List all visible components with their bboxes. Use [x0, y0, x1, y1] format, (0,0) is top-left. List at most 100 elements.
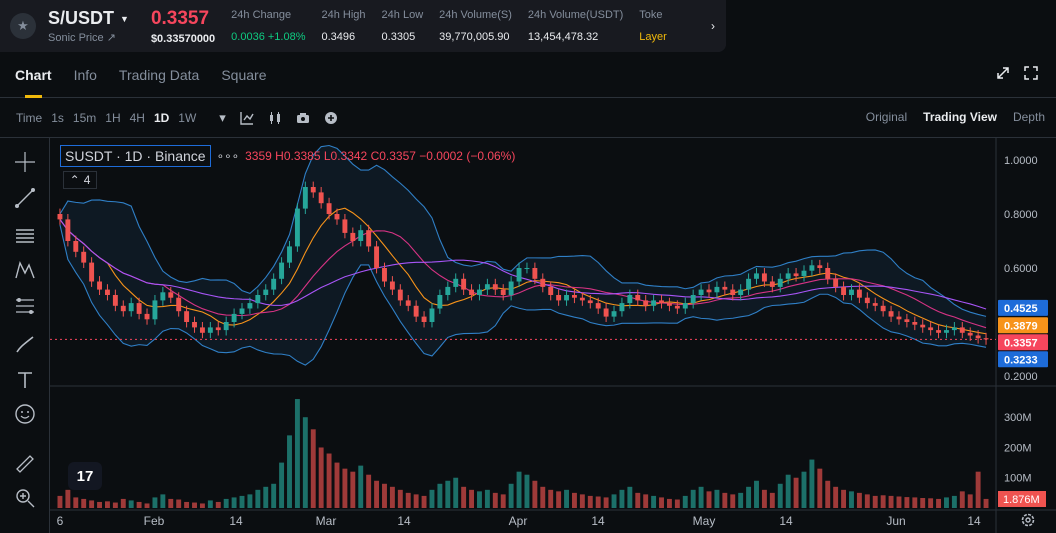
candle — [801, 265, 807, 282]
interval-15m[interactable]: 15m — [72, 110, 97, 125]
candle — [342, 214, 348, 239]
crosshair-icon[interactable] — [12, 150, 38, 174]
interval-dropdown-icon[interactable]: ▾ — [219, 109, 226, 125]
volume-bar — [666, 498, 672, 508]
gear-icon[interactable] — [1020, 512, 1036, 528]
candle — [579, 292, 585, 306]
candle — [674, 300, 680, 314]
chevron-right-icon[interactable]: › — [700, 0, 726, 52]
chart-toolbar: Time 1s 15m 1H 4H 1D 1W ▾ Original Tradi… — [0, 98, 1056, 138]
legend-more-icon[interactable]: ∘∘∘ — [216, 149, 240, 163]
interval-1w[interactable]: 1W — [178, 110, 197, 125]
candle — [112, 289, 118, 312]
candle — [302, 181, 308, 214]
candle — [769, 276, 775, 293]
chart-canvas[interactable]: 1.0000 0.8000 0.6000 0.2000 0.4525 0.3879 0.33… — [50, 138, 1056, 533]
fullscreen-icon[interactable] — [1024, 66, 1038, 80]
candle — [730, 284, 736, 301]
candle — [294, 203, 300, 252]
candle — [199, 322, 205, 339]
stat-value: 0.0036 +1.08% — [231, 31, 306, 43]
candle — [983, 332, 989, 345]
candle — [627, 289, 633, 309]
ma-short-line — [59, 207, 987, 335]
candle — [587, 295, 593, 309]
indicators-icon[interactable] — [240, 111, 254, 125]
view-original[interactable]: Original — [865, 110, 908, 124]
volume-bar — [334, 462, 340, 508]
trendline-icon[interactable] — [12, 186, 38, 210]
candle — [659, 295, 664, 309]
favorite-star-icon[interactable]: ★ — [10, 13, 36, 39]
volume-bar — [374, 480, 380, 508]
candle — [825, 262, 831, 285]
volume-bar — [239, 495, 245, 508]
candle — [754, 268, 759, 285]
price-chart[interactable]: 1.0000 0.8000 0.6000 0.2000 0.4525 0.3879 0.33… — [50, 138, 1056, 533]
tab-square[interactable]: Square — [221, 66, 267, 83]
time-tick-label: Mar — [316, 514, 337, 528]
candle-type-icon[interactable] — [268, 111, 282, 125]
horizontal-lines-icon[interactable] — [12, 224, 38, 248]
candle — [89, 257, 95, 287]
interval-1d[interactable]: 1D — [153, 110, 170, 125]
volume-bar — [611, 494, 617, 508]
text-icon[interactable] — [12, 368, 38, 392]
volume-bar — [944, 497, 949, 508]
indicator-toggle[interactable]: ⌃ 4 — [63, 171, 97, 189]
candle — [500, 284, 506, 301]
stat-label: 24h High — [321, 9, 366, 21]
tab-chart[interactable]: Chart — [15, 52, 52, 98]
volume-bar — [223, 498, 229, 508]
candle — [793, 268, 799, 282]
candle — [849, 284, 854, 301]
volume-bar — [207, 500, 213, 508]
candle — [136, 297, 142, 320]
candle — [429, 303, 435, 328]
volume-bar — [967, 494, 973, 508]
zoom-in-icon[interactable] — [12, 486, 38, 510]
expand-icon[interactable] — [996, 66, 1010, 80]
view-depth[interactable]: Depth — [1012, 110, 1045, 124]
candle — [192, 316, 197, 333]
interval-1h[interactable]: 1H — [105, 110, 121, 125]
stat-24h-volume-usdt: 24h Volume(USDT) 13,454,478.32 — [528, 9, 623, 43]
tab-info[interactable]: Info — [73, 66, 97, 83]
volume-bar — [746, 486, 752, 508]
fib-icon[interactable] — [12, 294, 38, 318]
volume-bar — [112, 502, 118, 508]
sonic-price-link[interactable]: Sonic Price ↗ — [48, 32, 116, 44]
candle — [57, 208, 63, 225]
volume-bar — [247, 494, 253, 508]
candle — [184, 305, 190, 328]
volume-bar — [951, 495, 957, 508]
emoji-icon[interactable] — [12, 402, 38, 426]
candle — [326, 197, 332, 220]
volume-bar — [120, 498, 126, 508]
volume-bar — [176, 499, 182, 508]
camera-icon[interactable] — [296, 111, 310, 125]
pair-selector[interactable]: S/USDT ▼ Sonic Price ↗ — [48, 8, 129, 44]
candle — [120, 300, 126, 317]
time-label: Time — [16, 110, 43, 125]
tab-trading-data[interactable]: Trading Data — [118, 66, 200, 83]
legend-symbol[interactable]: SUSDT · 1D · Binance — [60, 145, 211, 167]
pair-name[interactable]: S/USDT — [48, 8, 115, 28]
volume-bar — [714, 489, 720, 508]
volume-bar — [556, 491, 562, 508]
interval-4h[interactable]: 4H — [129, 110, 145, 125]
ruler-icon[interactable] — [12, 452, 38, 476]
stat-label: 24h Change — [231, 9, 292, 21]
interval-1s[interactable]: 1s — [51, 110, 64, 125]
candle — [160, 286, 166, 306]
pattern-icon[interactable] — [12, 258, 38, 282]
token-tag-link[interactable]: Layer — [639, 31, 667, 43]
view-trading-view[interactable]: Trading View — [923, 110, 997, 124]
candle — [643, 295, 649, 312]
add-circle-icon[interactable] — [324, 111, 338, 125]
candle — [255, 289, 261, 309]
brush-icon[interactable] — [12, 332, 38, 356]
chevron-up-icon[interactable]: ⌃ — [69, 173, 80, 187]
volume-bar — [508, 483, 514, 508]
caret-down-icon[interactable]: ▼ — [120, 13, 129, 24]
